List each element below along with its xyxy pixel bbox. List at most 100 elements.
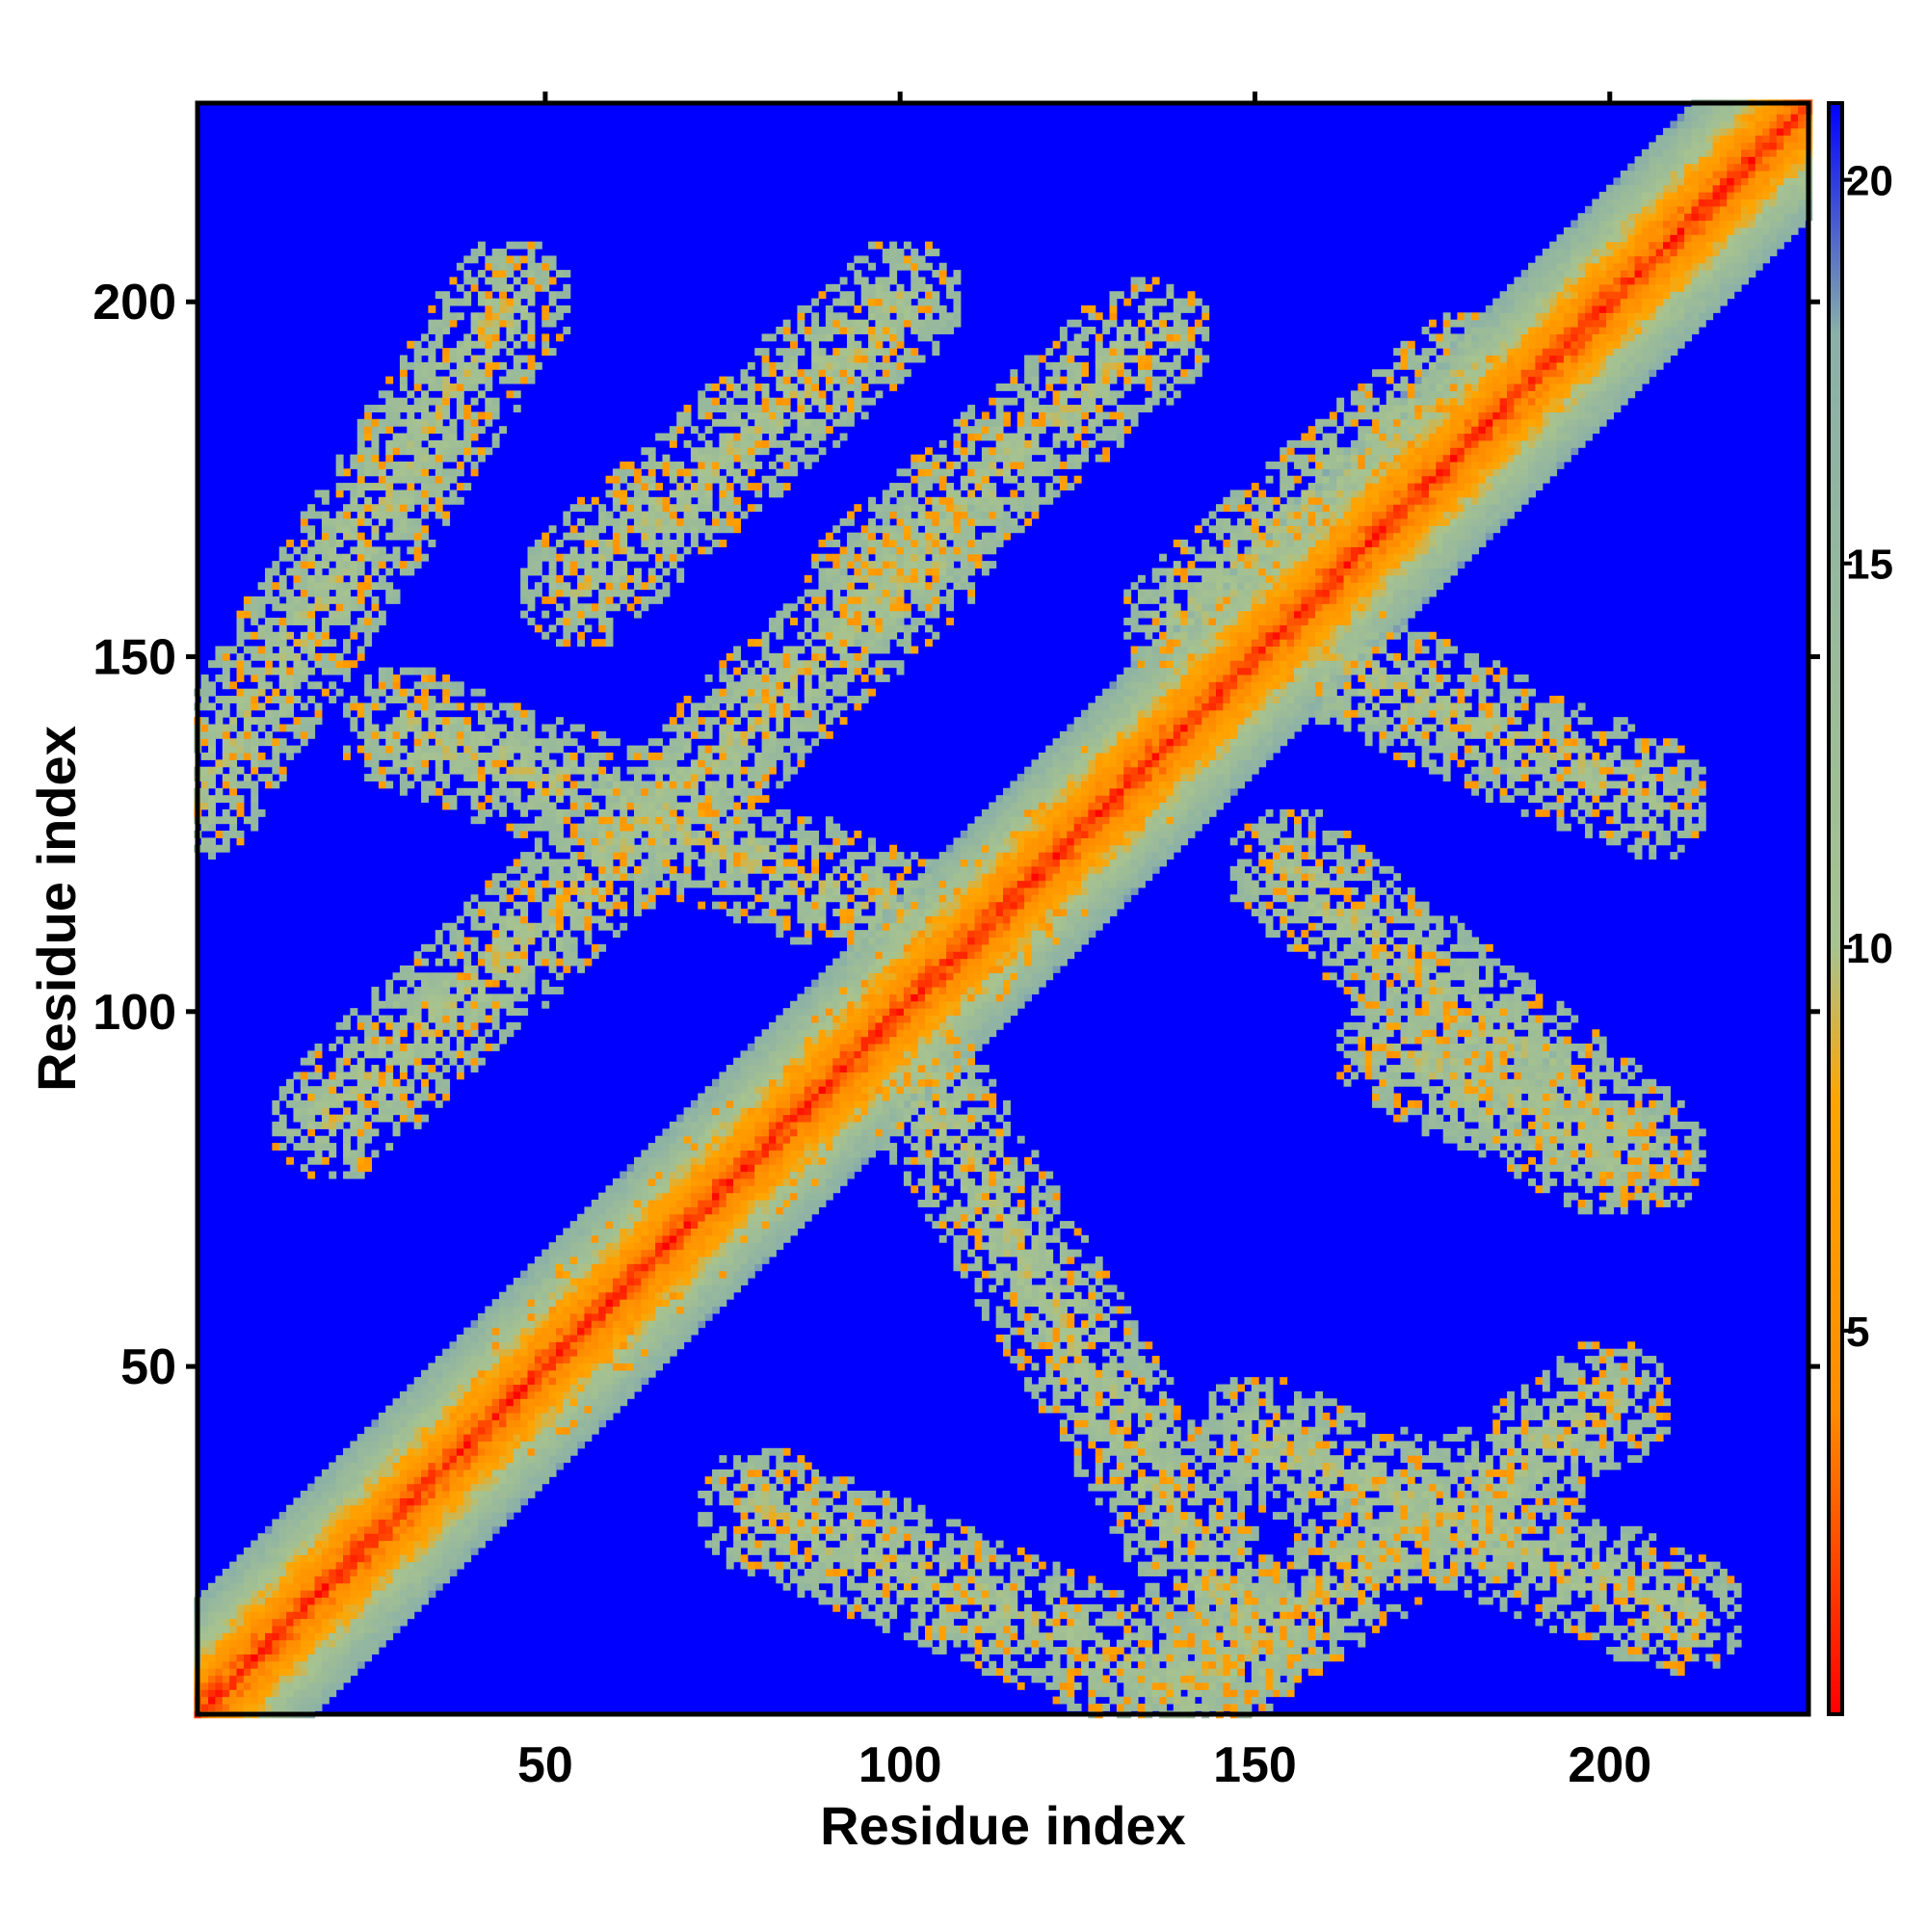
heatmap-cell xyxy=(293,745,302,754)
heatmap-cell xyxy=(577,808,586,817)
heatmap-cell xyxy=(655,802,664,810)
heatmap-cell xyxy=(463,255,472,264)
heatmap-cell xyxy=(612,901,620,910)
heatmap-cell xyxy=(676,1228,685,1236)
heatmap-cell xyxy=(435,361,443,370)
heatmap-cell xyxy=(534,568,542,576)
heatmap-cell xyxy=(470,447,479,456)
heatmap-cell xyxy=(605,1377,614,1386)
heatmap-cell xyxy=(690,724,699,732)
heatmap-cell xyxy=(647,1356,656,1363)
heatmap-cell xyxy=(534,1369,542,1378)
heatmap-cell xyxy=(669,1327,677,1336)
heatmap-cell xyxy=(385,461,394,469)
heatmap-cell xyxy=(463,724,472,732)
heatmap-cell xyxy=(569,830,578,838)
heatmap-cell xyxy=(399,1099,408,1108)
heatmap-cell xyxy=(541,1306,550,1314)
heatmap-cell xyxy=(456,262,464,271)
heatmap-cell xyxy=(428,1398,436,1407)
heatmap-cell xyxy=(257,1647,266,1654)
heatmap-cell xyxy=(485,298,493,306)
heatmap-cell xyxy=(215,652,224,661)
heatmap-cell xyxy=(634,795,642,804)
heatmap-cell xyxy=(655,1228,664,1236)
heatmap-cell xyxy=(300,1582,308,1591)
heatmap-cell xyxy=(413,1597,422,1605)
heatmap-cell xyxy=(669,1312,677,1321)
heatmap-cell xyxy=(449,972,458,981)
heatmap-cell xyxy=(407,717,415,726)
heatmap-cell xyxy=(278,624,287,633)
heatmap-cell xyxy=(300,574,308,583)
heatmap-cell xyxy=(407,433,415,441)
heatmap-cell xyxy=(300,1519,308,1527)
heatmap-cell xyxy=(307,1675,316,1683)
heatmap-cell xyxy=(335,688,344,697)
heatmap-cell xyxy=(307,652,316,661)
heatmap-cell xyxy=(378,553,386,562)
heatmap-cell xyxy=(413,972,422,981)
heatmap-cell xyxy=(278,1590,287,1599)
heatmap-cell xyxy=(513,880,521,888)
heatmap-cell xyxy=(243,1681,251,1690)
heatmap-cell xyxy=(300,1632,308,1641)
heatmap-cell xyxy=(314,1668,323,1677)
heatmap-cell xyxy=(647,1221,656,1230)
heatmap-cell xyxy=(662,1299,671,1308)
heatmap-cell xyxy=(413,439,422,448)
heatmap-cell xyxy=(229,1575,238,1584)
heatmap-cell xyxy=(698,1213,706,1222)
heatmap-cell xyxy=(634,468,642,477)
heatmap-cell xyxy=(548,319,557,328)
heatmap-cell xyxy=(499,262,507,271)
heatmap-cell xyxy=(626,546,635,555)
heatmap-cell xyxy=(378,1107,386,1116)
heatmap-cell xyxy=(647,1369,656,1378)
heatmap-cell xyxy=(378,1036,386,1045)
heatmap-cell xyxy=(647,1228,656,1236)
heatmap-cell xyxy=(257,681,266,690)
heatmap-cell xyxy=(335,454,344,463)
heatmap-cell xyxy=(356,468,365,477)
heatmap-cell xyxy=(641,1284,649,1293)
heatmap-cell xyxy=(257,595,266,604)
heatmap-cell xyxy=(371,1575,380,1584)
heatmap-cell xyxy=(513,702,521,711)
heatmap-cell xyxy=(662,823,671,832)
heatmap-cell xyxy=(449,681,458,690)
heatmap-cell xyxy=(200,1618,209,1627)
heatmap-cell xyxy=(612,582,620,591)
heatmap-cell xyxy=(513,922,521,931)
heatmap-cell xyxy=(215,660,224,669)
heatmap-cell xyxy=(513,1434,521,1442)
heatmap-cell xyxy=(278,1660,287,1669)
heatmap-cell xyxy=(385,1632,394,1641)
heatmap-cell xyxy=(307,618,316,625)
heatmap-cell xyxy=(229,681,238,690)
heatmap-cell xyxy=(470,766,479,775)
heatmap-cell xyxy=(520,1327,529,1336)
heatmap-cell xyxy=(243,1597,251,1605)
heatmap-cell xyxy=(413,1029,422,1038)
heatmap-cell xyxy=(264,1582,273,1591)
heatmap-cell xyxy=(520,1334,529,1342)
heatmap-cell xyxy=(555,1434,564,1442)
heatmap-cell xyxy=(421,411,429,420)
heatmap-cell xyxy=(307,1696,316,1705)
heatmap-cell xyxy=(343,702,351,711)
heatmap-cell xyxy=(392,1625,401,1633)
heatmap-cell xyxy=(506,915,515,924)
heatmap-cell xyxy=(577,1419,586,1428)
heatmap-cell xyxy=(421,1491,429,1498)
heatmap-cell xyxy=(506,1348,515,1357)
heatmap-cell xyxy=(548,1256,557,1264)
heatmap-cell xyxy=(456,1008,464,1017)
heatmap-cell xyxy=(251,823,259,832)
heatmap-cell xyxy=(385,1114,394,1123)
heatmap-cell xyxy=(520,1426,529,1435)
heatmap-cell xyxy=(647,1213,656,1222)
heatmap-cell xyxy=(598,752,607,760)
heatmap-cell xyxy=(264,1547,273,1555)
heatmap-cell xyxy=(513,319,521,328)
